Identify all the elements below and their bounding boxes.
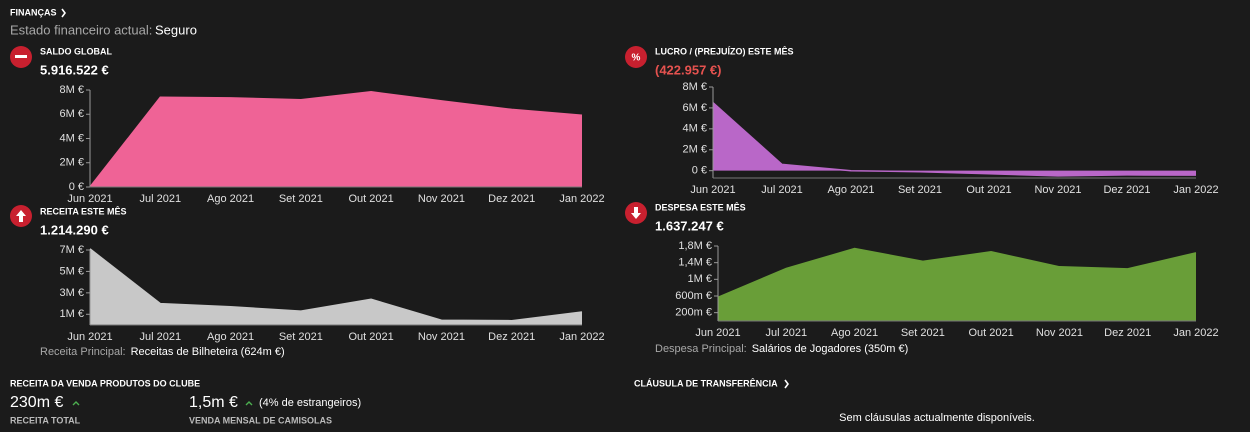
x-tick-label: Nov 2021 (1036, 327, 1083, 339)
x-tick-label: Set 2021 (279, 193, 323, 205)
x-tick-label: Out 2021 (966, 184, 1011, 196)
y-tick-label: 4M € (60, 132, 84, 144)
y-tick-label: 4M € (683, 123, 707, 135)
x-tick-label: Jul 2021 (139, 331, 181, 343)
area-fill (90, 248, 582, 325)
status-label: Estado financeiro actual: (10, 22, 152, 37)
x-tick-label: Set 2021 (898, 184, 942, 196)
chart-title: LUCRO / (PREJUÍZO) ESTE MÊS (655, 45, 794, 56)
y-tick-label: 1,4M € (678, 257, 712, 269)
y-tick-label: 1,8M € (678, 240, 712, 252)
trend-up (245, 401, 253, 406)
x-tick-label: Jan 2022 (559, 193, 604, 205)
area-fill (90, 91, 582, 187)
headline-value: 5.916.522 € (40, 62, 109, 77)
area-fill (713, 102, 1196, 176)
x-tick-label: Ago 2021 (207, 193, 254, 205)
y-tick-label: 6M € (60, 108, 84, 120)
y-tick-label: 1M € (688, 273, 712, 285)
headline-value: 1.637.247 € (655, 218, 724, 233)
section-title: RECEITA DA VENDA PRODUTOS DO CLUBE (10, 378, 200, 388)
y-tick-label: 3M € (60, 287, 84, 299)
icon (625, 46, 647, 68)
y-tick-label: 2M € (683, 144, 707, 156)
x-tick-label: Out 2021 (969, 327, 1014, 339)
icon-glyph (16, 210, 26, 222)
x-tick-label: Jan 2022 (1173, 184, 1218, 196)
x-tick-label: Set 2021 (901, 327, 945, 339)
x-tick-label: Jul 2021 (761, 184, 803, 196)
x-tick-label: Nov 2021 (418, 193, 465, 205)
x-tick-label: Jun 2021 (67, 193, 112, 205)
chart-title: SALDO GLOBAL (40, 46, 112, 56)
x-tick-label: Jun 2021 (690, 184, 735, 196)
y-tick-label: 2M € (60, 157, 84, 169)
x-tick-label: Jan 2022 (1173, 327, 1218, 339)
y-tick-label: 8M € (60, 84, 84, 96)
y-tick-label: 0 € (692, 165, 707, 177)
x-tick-label: Jul 2021 (139, 193, 181, 205)
x-tick-label: Jul 2021 (765, 327, 807, 339)
y-tick-label: 200m € (675, 307, 712, 319)
x-tick-label: Set 2021 (279, 331, 323, 343)
x-tick-label: Nov 2021 (418, 331, 465, 343)
note-label: Receita Principal: (40, 346, 126, 358)
x-tick-label: Jan 2022 (559, 331, 604, 343)
y-tick-label: 8M € (683, 81, 707, 93)
x-tick-label: Out 2021 (349, 331, 394, 343)
section-title[interactable]: FINANÇAS (10, 7, 57, 17)
icon-glyph (631, 207, 641, 219)
x-tick-label: Nov 2021 (1034, 184, 1081, 196)
trend-up (72, 401, 80, 406)
x-tick-label: Dez 2021 (1104, 327, 1151, 339)
y-tick-label: 5M € (60, 265, 84, 277)
chart-title: DESPESA ESTE MÊS (655, 201, 746, 212)
y-tick-label: 600m € (675, 290, 712, 302)
headline-value: (422.957 €) (655, 62, 722, 77)
y-tick-label: 6M € (683, 102, 707, 114)
note-value: Salários de Jogadores (350m €) (752, 343, 909, 355)
total-value: 230m € (10, 394, 63, 411)
chart-title: RECEITA ESTE MÊS (40, 205, 127, 216)
area-line (712, 102, 1197, 177)
headline-value: 1.214.290 € (40, 222, 109, 237)
x-tick-label: Jun 2021 (67, 331, 112, 343)
area-line (89, 91, 583, 188)
shirts-label: VENDA MENSAL DE CAMISOLAS (189, 415, 332, 425)
shirts-value: 1,5m € (189, 394, 238, 411)
x-tick-label: Dez 2021 (488, 331, 535, 343)
total-label: RECEITA TOTAL (10, 415, 81, 425)
section-title[interactable]: CLÁUSULA DE TRANSFERÊNCIA (634, 377, 778, 388)
x-tick-label: Jun 2021 (695, 327, 740, 339)
x-tick-label: Dez 2021 (1103, 184, 1150, 196)
empty-message: Sem cláusulas actualmente disponíveis. (839, 412, 1035, 424)
x-tick-label: Ago 2021 (207, 331, 254, 343)
icon-glyph: % (632, 53, 641, 64)
x-tick-label: Ago 2021 (831, 327, 878, 339)
chevron (61, 8, 66, 18)
area-fill (718, 248, 1196, 321)
icon-glyph (15, 55, 27, 58)
note-label: Despesa Principal: (655, 343, 747, 355)
y-tick-label: 1M € (60, 308, 84, 320)
x-tick-label: Dez 2021 (488, 193, 535, 205)
y-tick-label: 7M € (60, 244, 84, 256)
x-tick-label: Out 2021 (349, 193, 394, 205)
shirts-note: (4% de estrangeiros) (259, 397, 361, 409)
chevron (784, 379, 789, 389)
status-value: Seguro (155, 22, 197, 37)
note-value: Receitas de Bilheteira (624m €) (131, 346, 285, 358)
y-tick-label: 0 € (69, 181, 84, 193)
area-line (717, 247, 1197, 298)
x-tick-label: Ago 2021 (827, 184, 874, 196)
area-line (89, 248, 583, 322)
